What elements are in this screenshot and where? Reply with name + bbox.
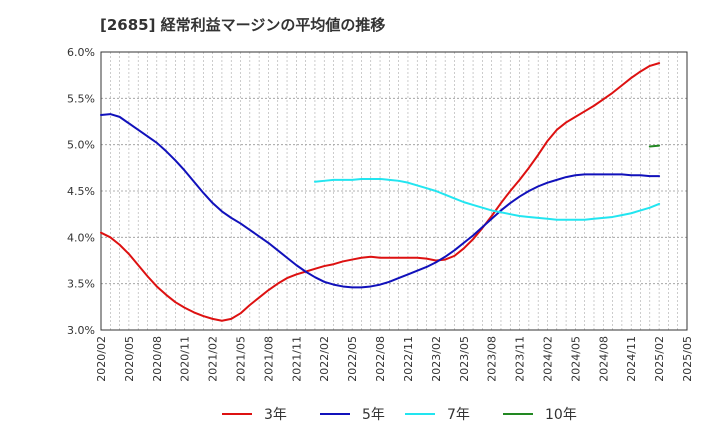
grid <box>100 51 688 331</box>
y-tick-label: 4.5% <box>67 185 95 198</box>
series-line-1 <box>100 62 661 322</box>
legend: 3年 5年 7年 10年 <box>222 407 577 423</box>
series-lines <box>100 62 661 322</box>
x-tick-label: 2024/02 <box>541 336 554 382</box>
y-tick-label: 5.5% <box>67 92 95 105</box>
x-tick-label: 2021/11 <box>290 336 303 382</box>
x-tick-label: 2020/08 <box>151 336 164 382</box>
series-line-4 <box>648 144 661 148</box>
x-tick-label: 2025/02 <box>653 336 666 382</box>
series-line-2 <box>100 113 661 289</box>
x-tick-label: 2022/11 <box>402 336 415 382</box>
legend-label-2: 5年 <box>362 407 385 423</box>
x-tick-label: 2020/02 <box>95 336 108 382</box>
axes: 3.0% 3.5% 4.0% 4.5% 5.0% 5.5% 6.0% 2020/02 2020/… <box>67 46 694 382</box>
y-tick-label: 5.0% <box>67 139 95 152</box>
legend-label-1: 3年 <box>264 407 287 423</box>
x-tick-label: 2022/08 <box>374 336 387 382</box>
x-tick-label: 2022/05 <box>346 336 359 382</box>
legend-label-3: 7年 <box>447 407 470 423</box>
x-tick-label: 2024/05 <box>569 336 582 382</box>
x-tick-label: 2023/05 <box>458 336 471 382</box>
x-tick-label: 2024/11 <box>625 336 638 382</box>
chart-title: [2685] 経常利益マージンの平均値の推移 <box>100 16 385 34</box>
x-tick-label: 2020/11 <box>179 336 192 382</box>
x-tick-label: 2021/05 <box>235 336 248 382</box>
y-tick-label: 3.5% <box>67 278 95 291</box>
x-tick-label: 2022/02 <box>318 336 331 382</box>
x-tick-label: 2023/08 <box>486 336 499 382</box>
x-tick-label: 2023/11 <box>514 336 527 382</box>
y-tick-label: 6.0% <box>67 46 95 59</box>
series-line-3 <box>313 177 661 221</box>
x-tick-label: 2024/08 <box>597 336 610 382</box>
legend-label-4: 10年 <box>545 407 577 423</box>
x-tick-label: 2021/08 <box>262 336 275 382</box>
x-tick-label: 2023/02 <box>430 336 443 382</box>
x-tick-label: 2020/05 <box>123 336 136 382</box>
x-tick-label: 2025/05 <box>681 336 694 382</box>
plot-area-frame <box>100 51 688 331</box>
y-tick-label: 4.0% <box>67 231 95 244</box>
y-tick-label: 3.0% <box>67 324 95 337</box>
x-tick-label: 2021/02 <box>207 336 220 382</box>
